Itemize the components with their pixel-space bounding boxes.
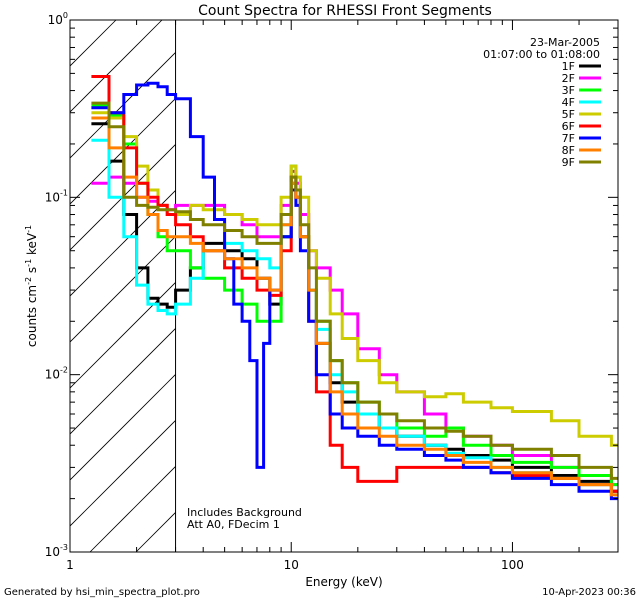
plot-frame — [69, 19, 619, 553]
timestamp-label: 10-Apr-2023 00:36 — [542, 587, 636, 598]
hatch-line — [70, 235, 176, 343]
hatch-line — [70, 327, 176, 435]
hatch-line — [70, 51, 176, 159]
series-line-9F — [91, 101, 618, 480]
hatch-line — [70, 97, 176, 205]
series-line-5F — [91, 111, 618, 447]
legend-label-3F: 3F — [562, 84, 575, 97]
x-tick-label: 1 — [66, 558, 74, 572]
hatch-line — [70, 281, 176, 389]
x-tick-label: 10 — [284, 558, 299, 572]
x-axis-label: Energy (keV) — [305, 575, 382, 589]
x-tick-label: 100 — [501, 558, 524, 572]
hatched-region — [70, 20, 176, 552]
legend-label-5F: 5F — [562, 108, 575, 121]
y-axis-label-exp1: -2 — [24, 277, 33, 285]
annotation-background: Includes Background — [187, 506, 302, 519]
date-label: 23-Mar-2005 — [530, 36, 600, 49]
generated-by-label: Generated by hsi_min_spectra_plot.pro — [4, 587, 200, 598]
y-axis-label-end: keV — [25, 232, 39, 259]
legend-label-9F: 9F — [562, 156, 575, 169]
legend-label-2F: 2F — [562, 72, 575, 85]
legend-label-1F: 1F — [562, 60, 575, 73]
legend-label-8F: 8F — [562, 144, 575, 157]
annotation-attenuator: Att A0, FDecim 1 — [187, 518, 280, 531]
hatch-line — [70, 419, 176, 527]
hatch-line — [70, 20, 117, 67]
y-tick-label: 100 — [48, 11, 68, 27]
series-line-7F — [91, 81, 618, 501]
hatch-line — [70, 143, 176, 251]
time-range-label: 01:07:00 to 01:08:00 — [483, 48, 600, 61]
series-line-4F — [91, 138, 618, 497]
hatch-line — [70, 189, 176, 297]
legend-label-7F: 7F — [562, 132, 575, 145]
y-tick-label: 10-3 — [45, 543, 68, 559]
y-tick-label: 10-1 — [45, 188, 68, 204]
y-tick-label: 10-2 — [45, 366, 68, 382]
hatch-line — [70, 20, 163, 113]
hatch-line — [70, 373, 176, 481]
y-axis-label: counts cm-2 s-1 keV-1 — [24, 225, 39, 347]
chart-title: Count Spectra for RHESSI Front Segments — [198, 3, 492, 19]
legend-label-6F: 6F — [562, 120, 575, 133]
axis-ticks — [69, 19, 619, 553]
y-axis-label-base: counts cm — [25, 285, 39, 347]
y-axis-label-exp2: -1 — [24, 259, 33, 267]
legend-label-4F: 4F — [562, 96, 575, 109]
y-axis-label-exp3: -1 — [24, 225, 33, 233]
series-line-2F — [91, 169, 618, 487]
series-line-1F — [91, 122, 618, 493]
y-axis-label-mid: s — [25, 267, 39, 277]
